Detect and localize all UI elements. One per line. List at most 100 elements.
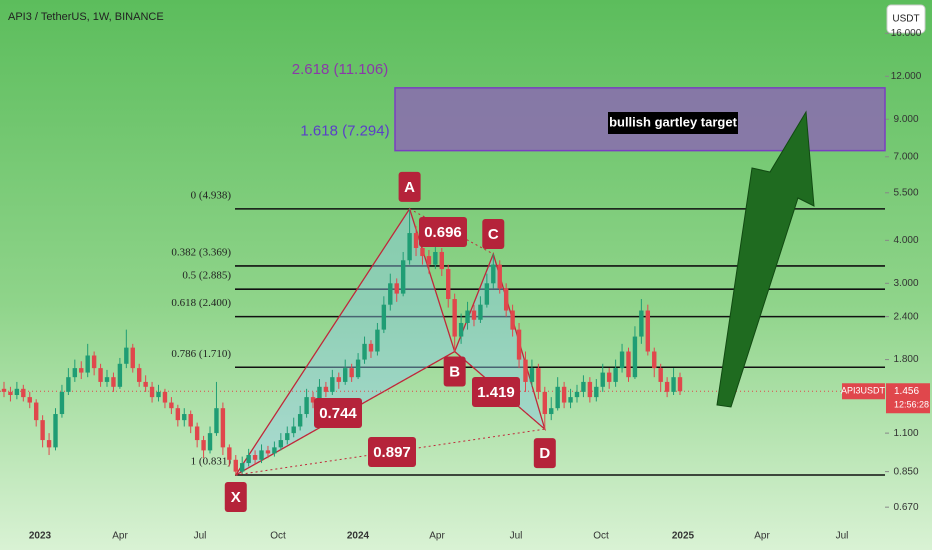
candle-body — [156, 391, 161, 398]
candle-body — [639, 310, 644, 337]
candle-body — [491, 264, 496, 284]
fib-label: 0 (4.938) — [191, 189, 232, 201]
target-lower-label: 1.618 (7.294) — [300, 123, 389, 140]
x-label: 2025 — [672, 531, 695, 542]
currency-button[interactable] — [886, 4, 926, 34]
candle-body — [317, 386, 322, 403]
candle-body — [175, 408, 181, 421]
y-tick-label: 12.000 — [891, 71, 922, 82]
candle-body — [214, 408, 219, 434]
point-tag: B — [449, 363, 460, 380]
candle-body — [162, 391, 168, 403]
candle-body — [619, 351, 625, 369]
candle-body — [497, 264, 502, 289]
candle-body — [130, 347, 135, 369]
x-label: Jul — [194, 531, 207, 542]
candle-body — [568, 397, 573, 403]
candle-body — [555, 386, 560, 409]
candle-body — [291, 426, 296, 434]
candle-body — [323, 386, 329, 392]
price-tag: 1.456 — [894, 386, 919, 397]
point-tag-bg — [533, 438, 556, 469]
candle-body — [246, 455, 251, 464]
fib-label: 0.382 (3.369) — [171, 247, 231, 259]
candle-body — [375, 329, 380, 352]
candle-body — [304, 397, 309, 415]
ratio-tag-bg — [419, 217, 467, 247]
symbol-tag: API3USDT — [841, 386, 886, 396]
candle-body — [413, 233, 419, 249]
y-tick-label: 4.000 — [893, 235, 918, 246]
candle-body — [285, 433, 290, 441]
candle-body — [278, 440, 284, 448]
candle-body — [349, 368, 354, 378]
candle-body — [426, 256, 432, 265]
candle-body — [394, 283, 399, 294]
candle-body — [310, 397, 316, 403]
candle-body — [53, 414, 58, 448]
candle-body — [104, 377, 110, 382]
y-tick-label: 0.850 — [893, 466, 918, 477]
x-label: 2024 — [347, 531, 370, 542]
candle-body — [606, 372, 612, 382]
candle-body — [484, 283, 490, 305]
candle-body — [66, 377, 71, 392]
annotation-bg — [608, 112, 738, 134]
candle-body — [14, 388, 20, 395]
candle-body — [117, 363, 123, 387]
ratio-tag-bg — [472, 377, 520, 407]
x-label: Oct — [593, 531, 609, 542]
candle-body — [188, 414, 193, 427]
y-tick-label: 9.000 — [893, 114, 918, 125]
candle-body — [446, 269, 451, 300]
candle-body — [343, 368, 348, 382]
candle-body — [478, 304, 483, 320]
candle-body — [59, 391, 65, 415]
candle-body — [98, 368, 103, 382]
candle-body — [272, 447, 277, 454]
y-tick-label: 7.000 — [893, 151, 918, 162]
candle-body — [471, 310, 477, 320]
candle-body — [368, 343, 374, 352]
candle-body — [400, 260, 406, 294]
price-tag-bg — [886, 383, 930, 414]
candle-body — [574, 391, 580, 398]
ratio-tag-bg — [368, 437, 416, 467]
currency-button-label[interactable]: USDT — [892, 14, 919, 25]
candle-body — [626, 351, 631, 378]
ratio-tag: 0.744 — [319, 405, 357, 422]
candle-body — [561, 386, 567, 403]
candle-body — [458, 322, 464, 337]
candle-body — [169, 402, 174, 409]
candle-body — [8, 391, 13, 395]
ratio-tag: 1.419 — [477, 384, 515, 401]
candle-body — [194, 426, 200, 441]
candle-body — [452, 299, 457, 337]
candle-body — [613, 368, 618, 382]
candle-body — [677, 377, 683, 392]
y-tick-label: 0.670 — [893, 502, 918, 513]
candle-body — [652, 351, 657, 369]
candle-body — [362, 343, 367, 360]
point-tag-bg — [443, 356, 466, 387]
point-tag: D — [539, 445, 550, 462]
bullish-arrow — [716, 110, 815, 408]
candle-body — [143, 381, 148, 387]
candle-body — [465, 310, 470, 323]
candle-body — [124, 347, 129, 364]
ratio-tag: 0.897 — [373, 444, 411, 461]
candle-body — [664, 381, 670, 392]
candle-body — [381, 304, 387, 330]
pattern-dotted — [409, 208, 494, 255]
point-tag-bg — [482, 219, 505, 250]
countdown: 12:56:28 — [894, 400, 929, 410]
candle-body — [516, 329, 522, 360]
candle-body — [658, 368, 663, 382]
candle-body — [1, 388, 7, 392]
candle-body — [201, 440, 206, 451]
y-tick-label: 16.000 — [891, 28, 922, 39]
point-tag: A — [404, 179, 415, 196]
fib-label: 0.786 (1.710) — [171, 348, 231, 360]
fib-label: 0.5 (2.885) — [182, 270, 231, 282]
point-tag-bg — [224, 482, 247, 513]
